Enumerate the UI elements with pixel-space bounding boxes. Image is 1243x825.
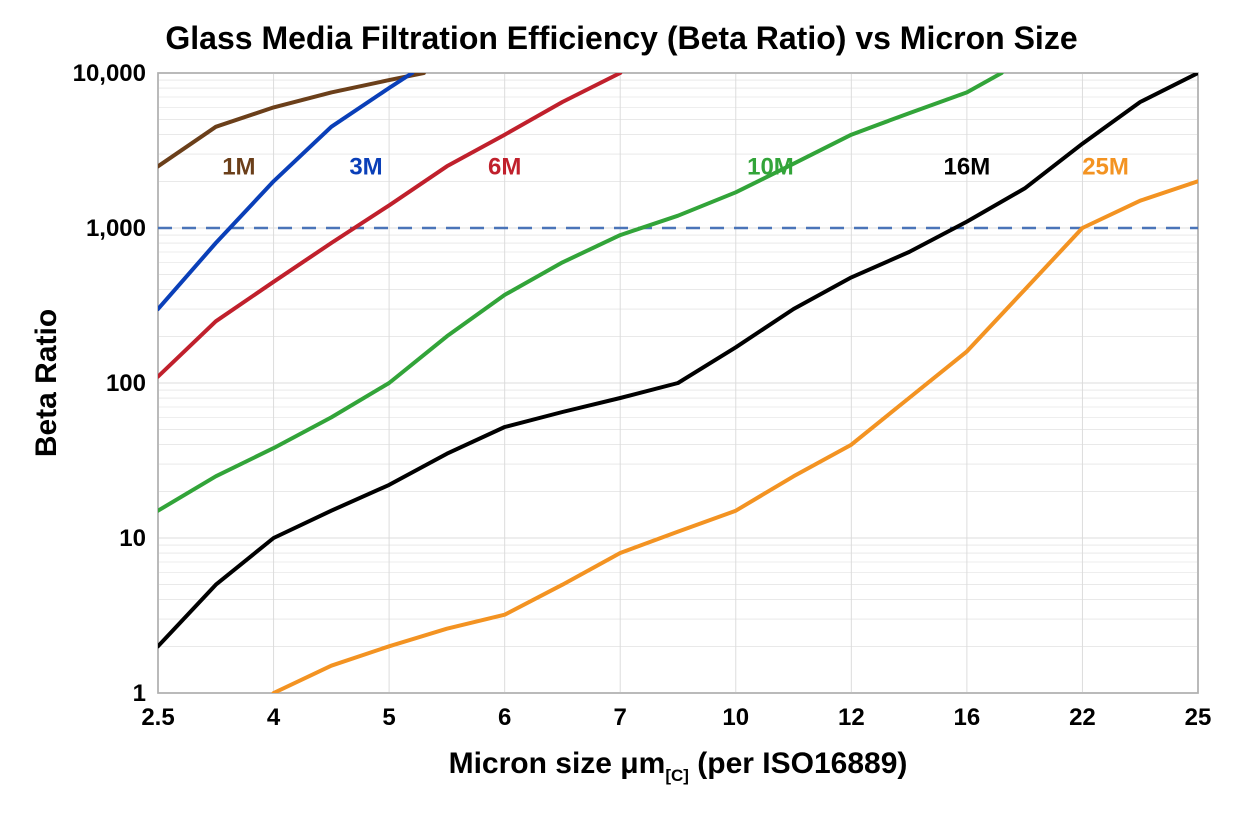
xtick-label: 12 xyxy=(838,704,865,731)
xtick-label: 22 xyxy=(1069,704,1096,731)
xtick-label: 6 xyxy=(498,704,511,731)
ytick-label: 100 xyxy=(106,370,146,397)
xtick-label: 2.5 xyxy=(141,704,174,731)
ytick-label: 1 xyxy=(133,680,146,707)
xtick-label: 4 xyxy=(267,704,281,731)
x-axis-label: Micron size μm[C] (per ISO16889) xyxy=(449,747,908,785)
chart-container: Glass Media Filtration Efficiency (Beta … xyxy=(0,0,1243,825)
xtick-label: 5 xyxy=(382,704,395,731)
xtick-label: 10 xyxy=(722,704,749,731)
chart-title: Glass Media Filtration Efficiency (Beta … xyxy=(28,20,1215,57)
ytick-label: 10,000 xyxy=(73,63,146,87)
ytick-label: 1,000 xyxy=(86,215,146,242)
ytick-label: 10 xyxy=(119,525,146,552)
xtick-label: 25 xyxy=(1185,704,1212,731)
series-label-10M: 10M xyxy=(747,153,794,180)
series-label-3M: 3M xyxy=(349,153,382,180)
series-label-16M: 16M xyxy=(944,153,991,180)
series-label-6M: 6M xyxy=(488,153,521,180)
series-label-25M: 25M xyxy=(1082,153,1129,180)
chart-svg: 2.5 4 5 6 7 10 12 16 22 25 1 10 100 1,000 10,000 1M 3M 6M… xyxy=(28,63,1215,808)
xtick-label: 7 xyxy=(614,704,627,731)
series-label-1M: 1M xyxy=(222,153,255,180)
xtick-label: 16 xyxy=(954,704,981,731)
y-axis-label: Beta Ratio xyxy=(30,309,63,457)
